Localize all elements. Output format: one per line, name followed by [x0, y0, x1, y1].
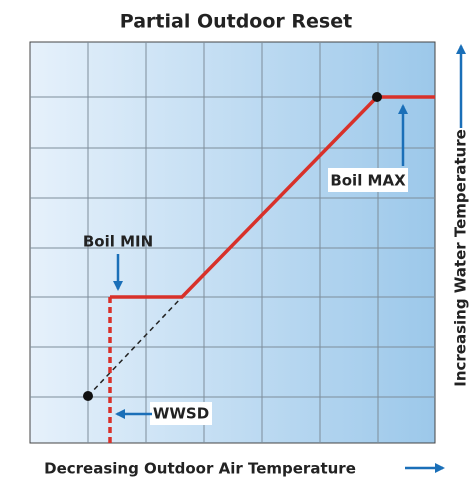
label-box [150, 402, 212, 425]
wwsd-label: WWSD [153, 405, 209, 423]
x-axis-label: Decreasing Outdoor Air Temperature [44, 460, 356, 478]
point [83, 391, 93, 401]
reset-curve [110, 95, 435, 299]
boil-min-label: Boil MIN [83, 233, 153, 251]
grid [30, 42, 435, 443]
boil-max-label: Boil MAX [330, 172, 406, 190]
reset-extension [87, 296, 183, 397]
y-axis-label: Increasing Water Temperature [452, 129, 470, 387]
label-box [328, 168, 408, 192]
title: Partial Outdoor Reset [120, 11, 352, 33]
point [372, 92, 382, 102]
